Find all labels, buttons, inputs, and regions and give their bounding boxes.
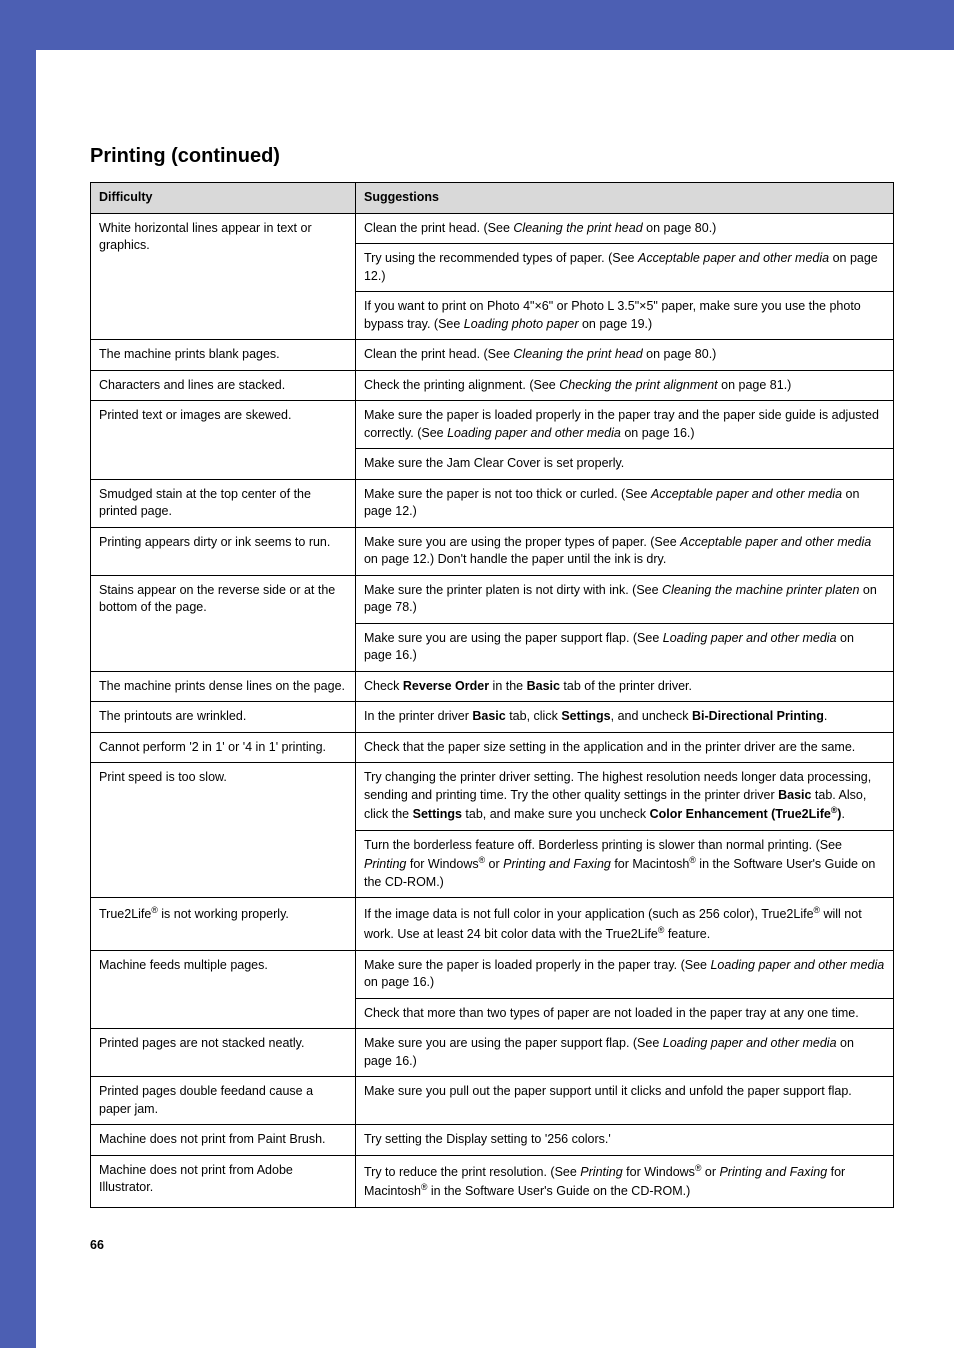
suggestion-cell: If you want to print on Photo 4"×6" or P… bbox=[355, 292, 893, 340]
table-row: Printed pages double feedand cause a pap… bbox=[91, 1077, 894, 1125]
table-row: Stains appear on the reverse side or at … bbox=[91, 575, 894, 623]
difficulty-cell: White horizontal lines appear in text or… bbox=[91, 213, 356, 340]
difficulty-cell: Smudged stain at the top center of the p… bbox=[91, 479, 356, 527]
suggestion-cell: Make sure the printer platen is not dirt… bbox=[355, 575, 893, 623]
page-content: Printing (continued) Difficulty Suggesti… bbox=[0, 50, 954, 1292]
suggestion-cell: Make sure you are using the paper suppor… bbox=[355, 623, 893, 671]
table-row: Characters and lines are stacked.Check t… bbox=[91, 370, 894, 401]
header-suggestions: Suggestions bbox=[355, 183, 893, 214]
suggestion-cell: Clean the print head. (See Cleaning the … bbox=[355, 340, 893, 371]
table-header-row: Difficulty Suggestions bbox=[91, 183, 894, 214]
difficulty-cell: Printed pages double feedand cause a pap… bbox=[91, 1077, 356, 1125]
difficulty-cell: Machine does not print from Paint Brush. bbox=[91, 1125, 356, 1156]
difficulty-cell: The machine prints dense lines on the pa… bbox=[91, 671, 356, 702]
difficulty-cell: The printouts are wrinkled. bbox=[91, 702, 356, 733]
difficulty-cell: Printed pages are not stacked neatly. bbox=[91, 1029, 356, 1077]
suggestion-cell: Make sure you are using the proper types… bbox=[355, 527, 893, 575]
suggestion-cell: Make sure the paper is not too thick or … bbox=[355, 479, 893, 527]
table-row: Printed pages are not stacked neatly.Mak… bbox=[91, 1029, 894, 1077]
table-row: Printing appears dirty or ink seems to r… bbox=[91, 527, 894, 575]
suggestion-cell: Make sure you are using the paper suppor… bbox=[355, 1029, 893, 1077]
table-row: The printouts are wrinkled.In the printe… bbox=[91, 702, 894, 733]
difficulty-cell: Stains appear on the reverse side or at … bbox=[91, 575, 356, 671]
page-number: 66 bbox=[90, 1238, 894, 1252]
suggestion-cell: Make sure the paper is loaded properly i… bbox=[355, 950, 893, 998]
difficulty-cell: Printed text or images are skewed. bbox=[91, 401, 356, 480]
suggestion-cell: Try using the recommended types of paper… bbox=[355, 244, 893, 292]
difficulty-cell: True2Life® is not working properly. bbox=[91, 898, 356, 950]
suggestion-cell: Check Reverse Order in the Basic tab of … bbox=[355, 671, 893, 702]
table-row: Machine does not print from Paint Brush.… bbox=[91, 1125, 894, 1156]
suggestion-cell: Check that more than two types of paper … bbox=[355, 998, 893, 1029]
suggestion-cell: Clean the print head. (See Cleaning the … bbox=[355, 213, 893, 244]
table-row: True2Life® is not working properly.If th… bbox=[91, 898, 894, 950]
suggestion-cell: In the printer driver Basic tab, click S… bbox=[355, 702, 893, 733]
suggestion-cell: Turn the borderless feature off. Borderl… bbox=[355, 830, 893, 898]
suggestion-cell: Try to reduce the print resolution. (See… bbox=[355, 1155, 893, 1207]
suggestion-cell: Check the printing alignment. (See Check… bbox=[355, 370, 893, 401]
header-difficulty: Difficulty bbox=[91, 183, 356, 214]
difficulty-cell: Machine does not print from Adobe Illust… bbox=[91, 1155, 356, 1207]
difficulty-cell: Machine feeds multiple pages. bbox=[91, 950, 356, 1029]
table-row: White horizontal lines appear in text or… bbox=[91, 213, 894, 244]
table-row: Printed text or images are skewed.Make s… bbox=[91, 401, 894, 449]
table-row: The machine prints dense lines on the pa… bbox=[91, 671, 894, 702]
table-row: Cannot perform '2 in 1' or '4 in 1' prin… bbox=[91, 732, 894, 763]
section-heading: Printing (continued) bbox=[90, 145, 894, 168]
difficulty-cell: Printing appears dirty or ink seems to r… bbox=[91, 527, 356, 575]
difficulty-cell: The machine prints blank pages. bbox=[91, 340, 356, 371]
table-row: Machine does not print from Adobe Illust… bbox=[91, 1155, 894, 1207]
side-bar bbox=[0, 50, 36, 1348]
difficulty-cell: Cannot perform '2 in 1' or '4 in 1' prin… bbox=[91, 732, 356, 763]
suggestion-cell: Make sure you pull out the paper support… bbox=[355, 1077, 893, 1125]
difficulty-cell: Characters and lines are stacked. bbox=[91, 370, 356, 401]
suggestion-cell: Try setting the Display setting to '256 … bbox=[355, 1125, 893, 1156]
suggestion-cell: Make sure the Jam Clear Cover is set pro… bbox=[355, 449, 893, 480]
table-row: Machine feeds multiple pages.Make sure t… bbox=[91, 950, 894, 998]
suggestion-cell: Check that the paper size setting in the… bbox=[355, 732, 893, 763]
suggestion-cell: Try changing the printer driver setting.… bbox=[355, 763, 893, 831]
table-row: Print speed is too slow.Try changing the… bbox=[91, 763, 894, 831]
suggestion-cell: If the image data is not full color in y… bbox=[355, 898, 893, 950]
suggestion-cell: Make sure the paper is loaded properly i… bbox=[355, 401, 893, 449]
table-row: The machine prints blank pages.Clean the… bbox=[91, 340, 894, 371]
top-bar bbox=[0, 0, 954, 50]
troubleshooting-table: Difficulty Suggestions White horizontal … bbox=[90, 182, 894, 1208]
table-row: Smudged stain at the top center of the p… bbox=[91, 479, 894, 527]
difficulty-cell: Print speed is too slow. bbox=[91, 763, 356, 898]
